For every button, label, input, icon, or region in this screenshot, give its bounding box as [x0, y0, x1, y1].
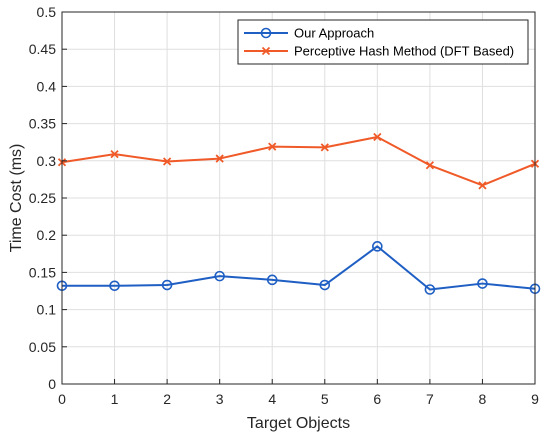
data-point: [215, 154, 224, 163]
series-line: [61, 135, 536, 187]
y-tick-label: 0.25: [29, 190, 56, 206]
x-tick-label: 0: [58, 391, 66, 407]
series-layer: [56, 132, 541, 295]
x-tick-label: 3: [216, 391, 224, 407]
x-tick-label: 7: [426, 391, 434, 407]
x-tick-label: 6: [373, 391, 381, 407]
legend-marker: [260, 27, 272, 39]
y-tick-label: 0.15: [29, 264, 56, 280]
y-tick-label: 0.5: [37, 4, 57, 20]
data-point: [372, 241, 383, 252]
x-tick-label: 4: [268, 391, 276, 407]
data-point: [424, 284, 436, 295]
x-axis-label: Target Objects: [247, 415, 350, 432]
data-point: [320, 143, 329, 152]
legend-box: [237, 19, 529, 65]
y-axis-label: Time Cost (ms): [8, 144, 25, 253]
y-tick-label: 0.05: [29, 339, 56, 355]
data-point: [266, 274, 278, 286]
y-tick-label: 0.4: [37, 78, 57, 94]
x-tick-label: 2: [163, 391, 171, 407]
legend-label: Our Approach: [294, 26, 374, 41]
data-point: [161, 279, 173, 291]
legend: Our Approach Perceptive Hash Method (DFT …: [237, 19, 529, 65]
y-tick-label: 0.1: [37, 302, 57, 318]
data-point: [478, 181, 487, 190]
grid-lines: [62, 12, 535, 384]
y-tick-label: 0.2: [37, 227, 57, 243]
data-point: [425, 161, 435, 170]
legend-marker: [261, 46, 271, 56]
x-tick-label: 1: [111, 391, 119, 407]
data-point: [268, 142, 277, 151]
series-line: [62, 245, 536, 291]
data-point: [373, 132, 382, 142]
legend-item-0: Our Approach: [244, 26, 374, 41]
data-point: [162, 157, 172, 166]
series-1: [57, 132, 540, 190]
x-tick-label: 5: [321, 391, 329, 407]
legend-label: Perceptive Hash Method (DFT Based): [294, 44, 514, 59]
x-tick-label: 8: [479, 391, 487, 407]
y-tick-label: 0: [48, 376, 56, 392]
axis-ticks: 0 1 2 3 4 5 6 7 8 9 0 0.05 0.1 0.15 0.2 0.25 0.3 0.35 0.4 0…: [29, 4, 539, 407]
data-point: [110, 149, 119, 159]
data-point: [214, 270, 225, 282]
x-tick-label: 9: [531, 391, 539, 407]
y-tick-label: 0.35: [29, 116, 56, 132]
data-point: [109, 280, 120, 292]
data-point: [477, 278, 488, 289]
y-tick-label: 0.3: [37, 153, 57, 169]
data-point: [319, 279, 331, 291]
y-tick-label: 0.45: [29, 41, 56, 57]
legend-item-1: Perceptive Hash Method (DFT Based): [244, 44, 514, 59]
